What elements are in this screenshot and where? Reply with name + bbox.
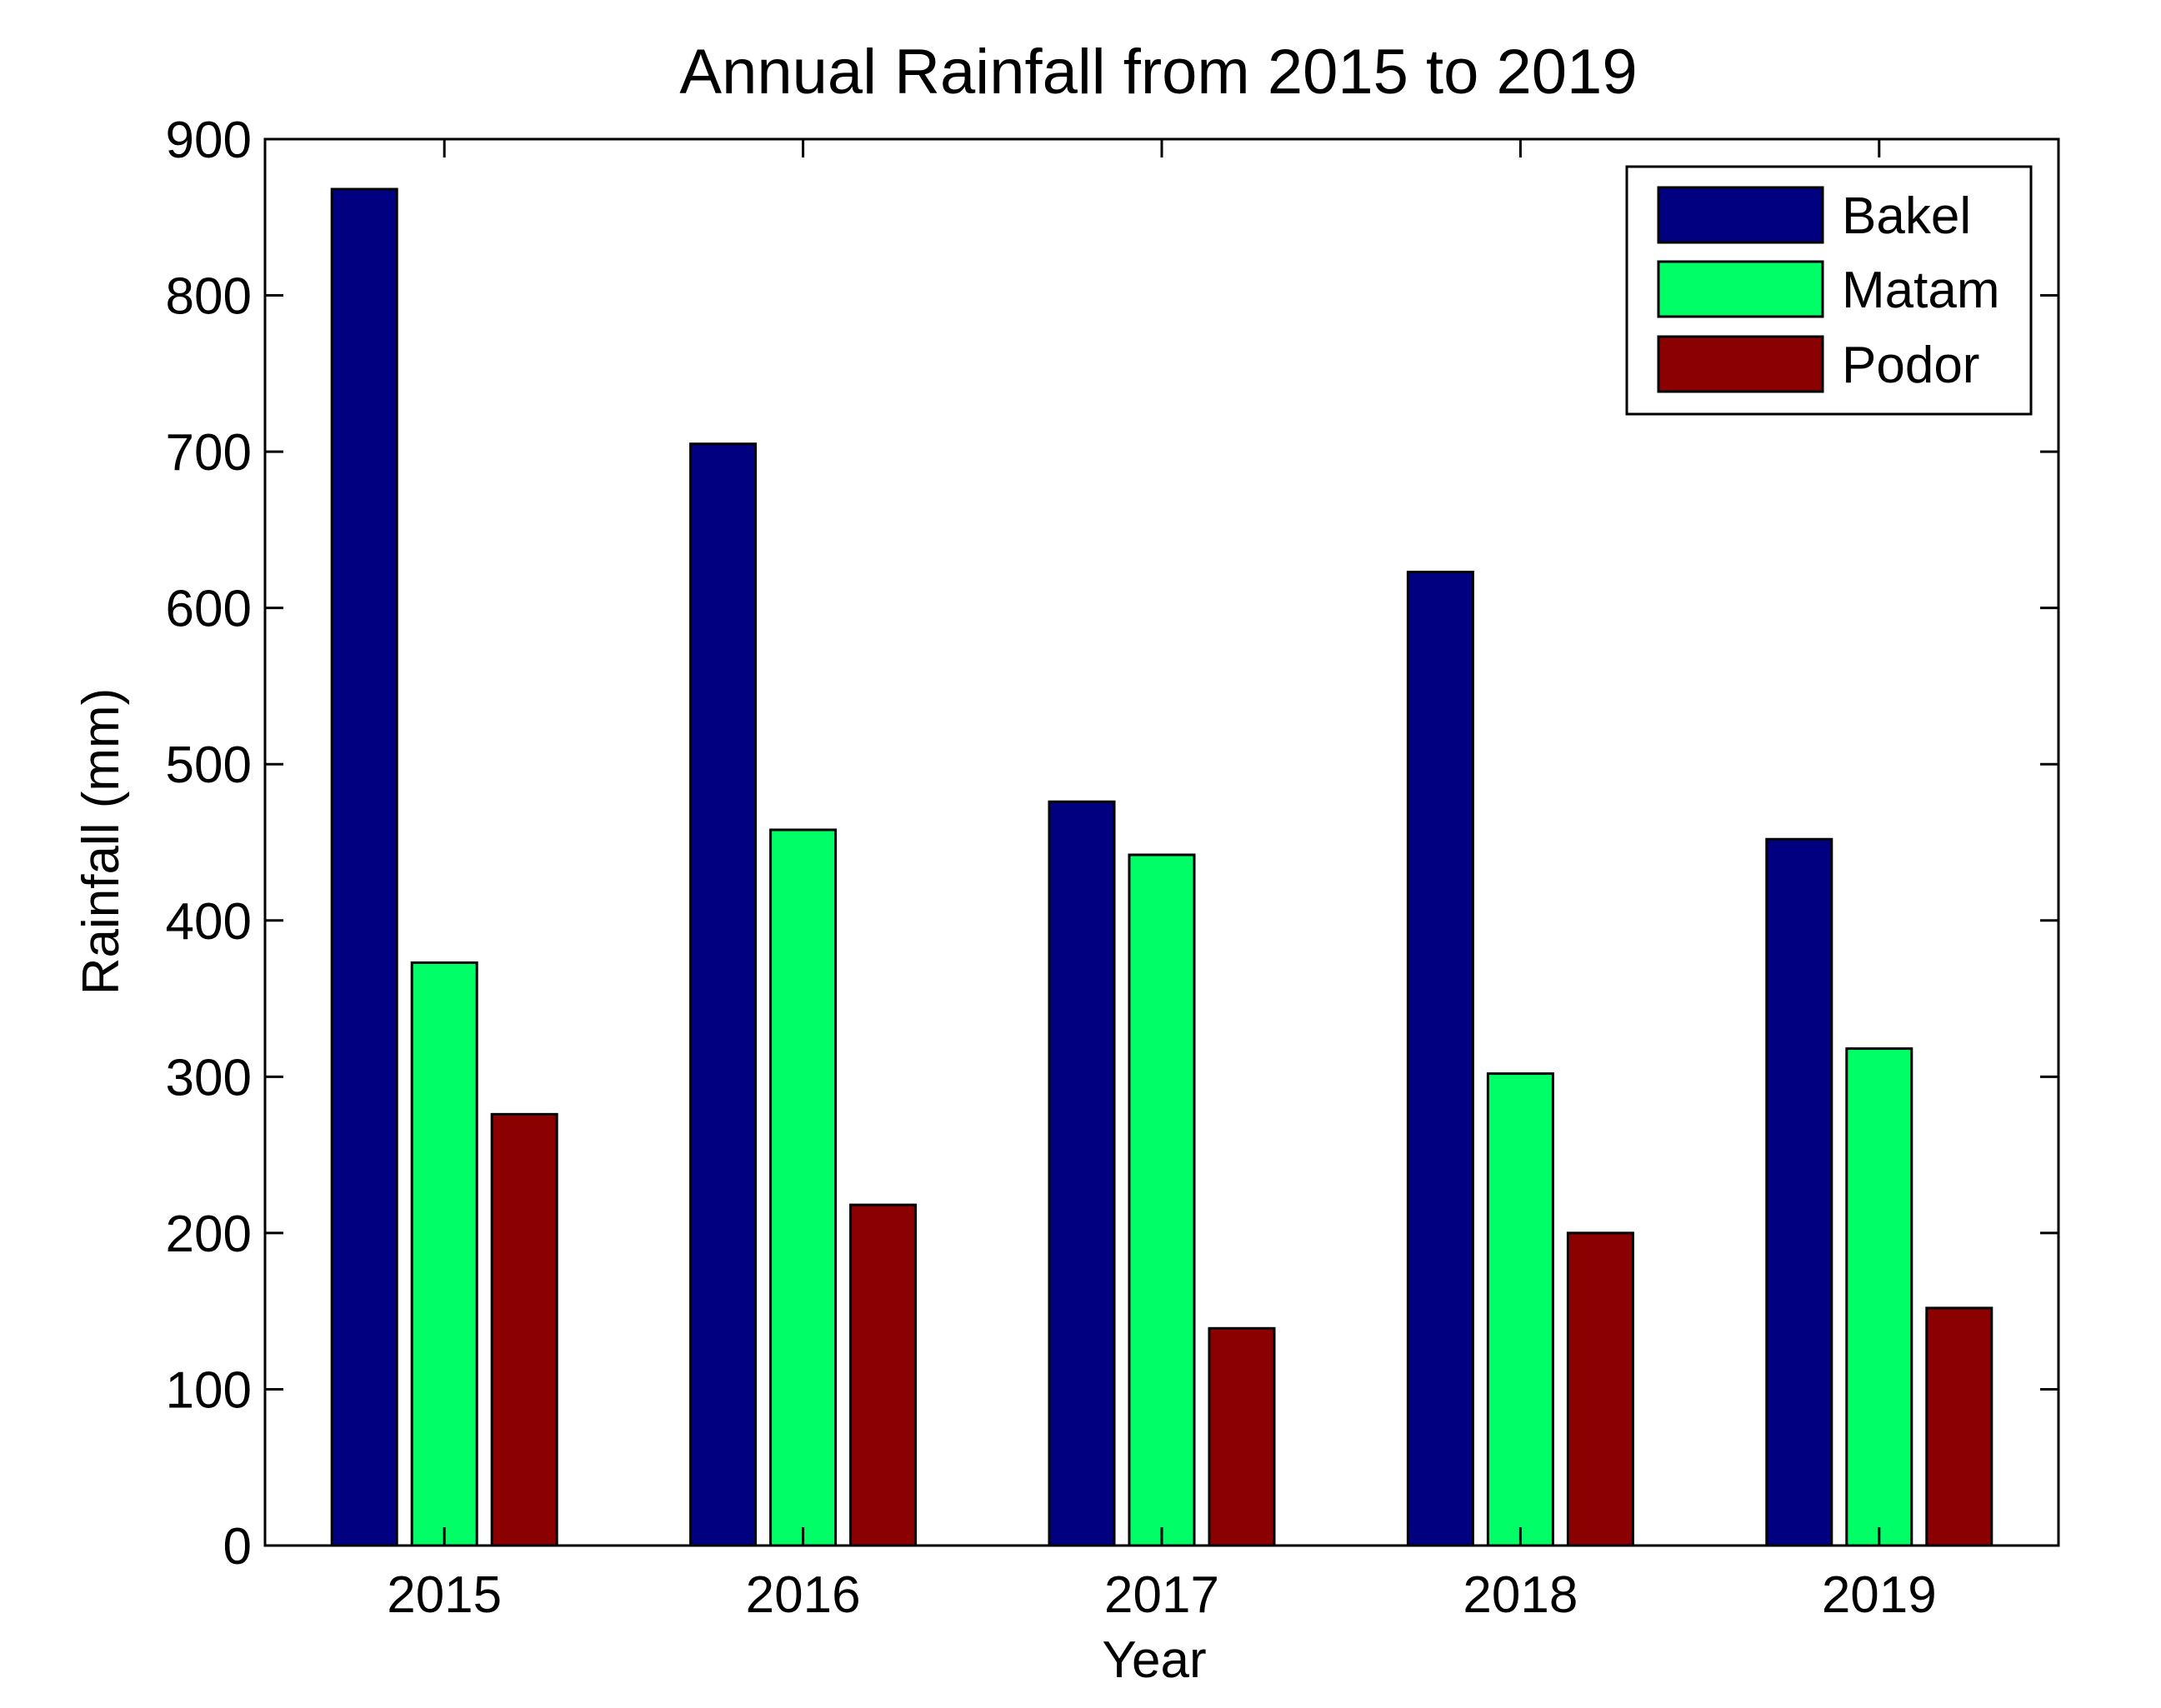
bar-bakel-2015 bbox=[330, 187, 398, 1547]
x-tick-label: 2019 bbox=[1822, 1566, 1937, 1624]
legend-label-podor: Podor bbox=[1842, 337, 1979, 394]
bar-bakel-2019 bbox=[1765, 837, 1833, 1547]
bar-matam-2015 bbox=[410, 961, 478, 1547]
bar-bakel-2018 bbox=[1406, 571, 1474, 1547]
y-tick-label: 100 bbox=[166, 1361, 252, 1419]
y-tick-label: 200 bbox=[166, 1206, 252, 1263]
bar-bakel-2017 bbox=[1048, 800, 1116, 1547]
x-axis-label: Year bbox=[1102, 1631, 1206, 1689]
legend: Bakel Matam Podor bbox=[1625, 165, 2033, 416]
x-tick-label: 2017 bbox=[1104, 1566, 1219, 1624]
x-tick-label: 2015 bbox=[387, 1566, 502, 1624]
legend-swatch-bakel bbox=[1657, 186, 1824, 244]
x-tick-label: 2018 bbox=[1463, 1566, 1578, 1624]
bar-podor-2016 bbox=[849, 1203, 918, 1547]
legend-swatch-matam bbox=[1657, 260, 1824, 318]
bar-matam-2018 bbox=[1486, 1072, 1554, 1547]
bar-matam-2016 bbox=[769, 828, 838, 1547]
legend-swatch-podor bbox=[1657, 335, 1824, 393]
y-tick-label: 800 bbox=[166, 268, 252, 326]
y-tick-label: 0 bbox=[223, 1518, 252, 1576]
bar-matam-2017 bbox=[1128, 853, 1196, 1547]
y-tick-label: 300 bbox=[166, 1049, 252, 1106]
bar-bakel-2016 bbox=[689, 442, 758, 1547]
bar-podor-2017 bbox=[1208, 1326, 1276, 1547]
y-tick-label: 600 bbox=[166, 581, 252, 638]
legend-label-bakel: Bakel bbox=[1842, 187, 1971, 245]
y-axis-label: Rainfall (mm) bbox=[73, 688, 130, 996]
bar-layer bbox=[330, 187, 1993, 1547]
bar-podor-2019 bbox=[1925, 1306, 1993, 1547]
y-tick-label: 400 bbox=[166, 893, 252, 951]
bar-matam-2019 bbox=[1845, 1047, 1913, 1547]
legend-label-matam: Matam bbox=[1842, 262, 1999, 319]
chart-title: Annual Rainfall from 2015 to 2019 bbox=[679, 37, 1637, 107]
tick-layer: 0 100 200 300 400 500 600 700 800 900 2015 2016 2017… bbox=[166, 112, 2058, 1624]
y-tick-label: 700 bbox=[166, 424, 252, 482]
bar-podor-2015 bbox=[490, 1112, 558, 1547]
x-tick-label: 2016 bbox=[746, 1566, 861, 1624]
y-tick-label: 900 bbox=[166, 112, 252, 169]
y-tick-label: 500 bbox=[166, 737, 252, 794]
bar-podor-2018 bbox=[1566, 1231, 1634, 1547]
